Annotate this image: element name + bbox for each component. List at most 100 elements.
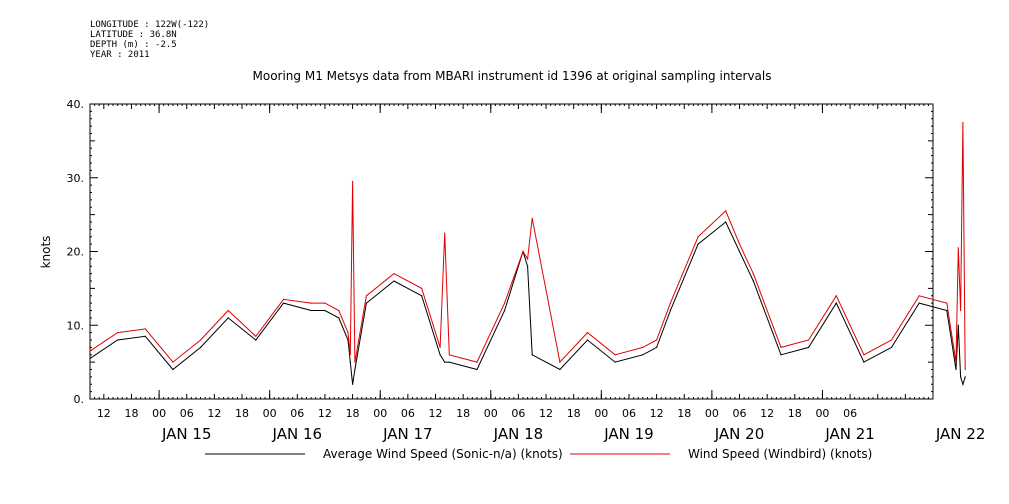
data-point (960, 309, 962, 312)
series-lines (89, 121, 966, 386)
data-point (227, 309, 229, 312)
data-point (255, 335, 257, 337)
data-point (310, 309, 312, 312)
data-point (863, 361, 865, 363)
data-point (349, 361, 351, 363)
data-point (586, 339, 589, 341)
data-point (421, 287, 423, 289)
data-point (614, 354, 616, 356)
x-tick-label: 12 (97, 407, 111, 420)
data-point (918, 302, 920, 304)
data-point (349, 354, 351, 356)
data-point (964, 376, 966, 378)
x-day-label: JAN 18 (493, 425, 544, 443)
data-point (890, 339, 893, 341)
metadata-block: LONGITUDE : 122W(-122) LATITUDE : 36.8N … (90, 20, 209, 60)
data-point (863, 354, 865, 356)
data-point (669, 309, 672, 312)
data-point (310, 302, 312, 304)
data-point (503, 309, 506, 312)
x-tick-label: 18 (567, 407, 581, 420)
data-point (780, 354, 782, 356)
data-point (808, 346, 810, 348)
x-tick-label: 00 (815, 407, 829, 420)
x-tick-label: 12 (760, 407, 774, 420)
data-point (365, 302, 367, 304)
x-tick-label: 12 (207, 407, 221, 420)
x-day-label: JAN 15 (161, 425, 212, 443)
x-day-label: JAN 17 (382, 425, 433, 443)
x-tick-label: 18 (456, 407, 470, 420)
x-tick-label: 00 (373, 407, 387, 420)
data-point (444, 361, 446, 363)
x-tick-label: 00 (594, 407, 608, 420)
x-tick-label: 00 (152, 407, 166, 420)
y-tick-label: 0. (74, 393, 85, 406)
data-point (697, 243, 699, 245)
x-tick-label: 06 (401, 407, 415, 420)
x-day-label: JAN 16 (272, 425, 323, 443)
y-tick-label: 40. (67, 98, 85, 111)
data-point (614, 361, 616, 363)
data-point (527, 258, 529, 260)
data-point (227, 317, 229, 319)
data-point (144, 335, 146, 337)
x-tick-label: 18 (235, 407, 249, 420)
data-point (117, 332, 119, 334)
data-point (531, 217, 533, 219)
data-point (365, 295, 367, 297)
data-point (559, 368, 561, 371)
data-point (439, 354, 441, 356)
data-point (255, 339, 257, 341)
series-line (89, 122, 966, 370)
axes: 12 18 00 06 12 18 00 06 12 18 00 06 12 18 00 06 12 18 00 06… (67, 98, 986, 443)
x-tick-label: 12 (650, 407, 664, 420)
legend: Average Wind Speed (Sonic-n/a) (knots) Wi… (205, 447, 872, 461)
data-point (351, 180, 354, 183)
y-tick-label: 10. (67, 319, 85, 332)
data-point (957, 324, 959, 326)
data-point (354, 361, 356, 363)
data-point (669, 302, 672, 304)
data-point (780, 346, 782, 348)
data-point (586, 332, 589, 334)
data-point (324, 309, 326, 312)
data-point (476, 368, 478, 371)
x-tick-label: 06 (622, 407, 636, 420)
x-tick-label: 06 (511, 407, 525, 420)
x-day-label: JAN 22 (935, 425, 986, 443)
data-point (946, 302, 948, 304)
data-point (964, 368, 966, 371)
data-point (199, 339, 202, 341)
data-point (642, 346, 644, 348)
data-point (955, 361, 957, 363)
data-point (890, 346, 893, 348)
x-tick-label: 12 (428, 407, 442, 420)
data-point (697, 236, 699, 238)
x-tick-label: 18 (677, 407, 691, 420)
meta-year: YEAR : 2011 (90, 50, 150, 60)
data-point (393, 280, 395, 282)
data-point (527, 265, 529, 267)
data-point (962, 121, 964, 124)
meta-depth: DEPTH (m) : -2.5 (90, 40, 177, 50)
x-tick-label: 12 (539, 407, 553, 420)
data-point (531, 354, 533, 356)
legend-label: Wind Speed (Windbird) (knots) (688, 447, 872, 461)
data-point (503, 302, 506, 304)
data-point (738, 250, 741, 253)
data-point (393, 273, 395, 275)
data-point (282, 302, 285, 304)
x-tick-label: 00 (705, 407, 719, 420)
x-day-label: JAN 20 (714, 425, 765, 443)
data-point (835, 302, 837, 304)
data-point (324, 302, 326, 304)
x-day-label: JAN 19 (603, 425, 654, 443)
data-point (89, 357, 91, 360)
data-point (725, 210, 727, 212)
x-tick-label: 00 (263, 407, 277, 420)
data-point (960, 376, 962, 378)
data-point (172, 368, 174, 371)
series-line (89, 221, 966, 386)
